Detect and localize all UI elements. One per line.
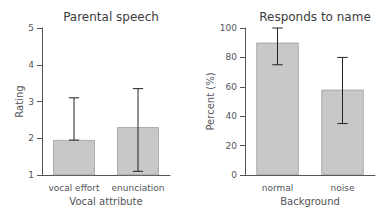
svg-text:Responds to name: Responds to name xyxy=(259,10,371,24)
svg-text:60: 60 xyxy=(226,82,238,92)
svg-text:0: 0 xyxy=(231,170,237,180)
svg-text:1: 1 xyxy=(28,170,34,180)
svg-text:20: 20 xyxy=(226,141,238,151)
svg-text:Vocal attribute: Vocal attribute xyxy=(69,196,142,207)
svg-text:4: 4 xyxy=(28,60,34,70)
svg-text:2: 2 xyxy=(28,133,34,143)
svg-text:Background: Background xyxy=(280,196,340,207)
svg-text:80: 80 xyxy=(226,52,238,62)
svg-text:5: 5 xyxy=(28,23,34,33)
svg-text:Parental speech: Parental speech xyxy=(63,10,159,24)
svg-text:noise: noise xyxy=(331,183,355,193)
svg-text:Percent (%): Percent (%) xyxy=(205,72,216,130)
svg-text:100: 100 xyxy=(220,23,237,33)
svg-text:vocal effort: vocal effort xyxy=(48,183,100,193)
svg-text:enunciation: enunciation xyxy=(112,183,165,193)
svg-text:3: 3 xyxy=(28,97,34,107)
svg-text:normal: normal xyxy=(262,183,294,193)
svg-text:Rating: Rating xyxy=(14,85,25,117)
svg-text:40: 40 xyxy=(226,111,238,121)
